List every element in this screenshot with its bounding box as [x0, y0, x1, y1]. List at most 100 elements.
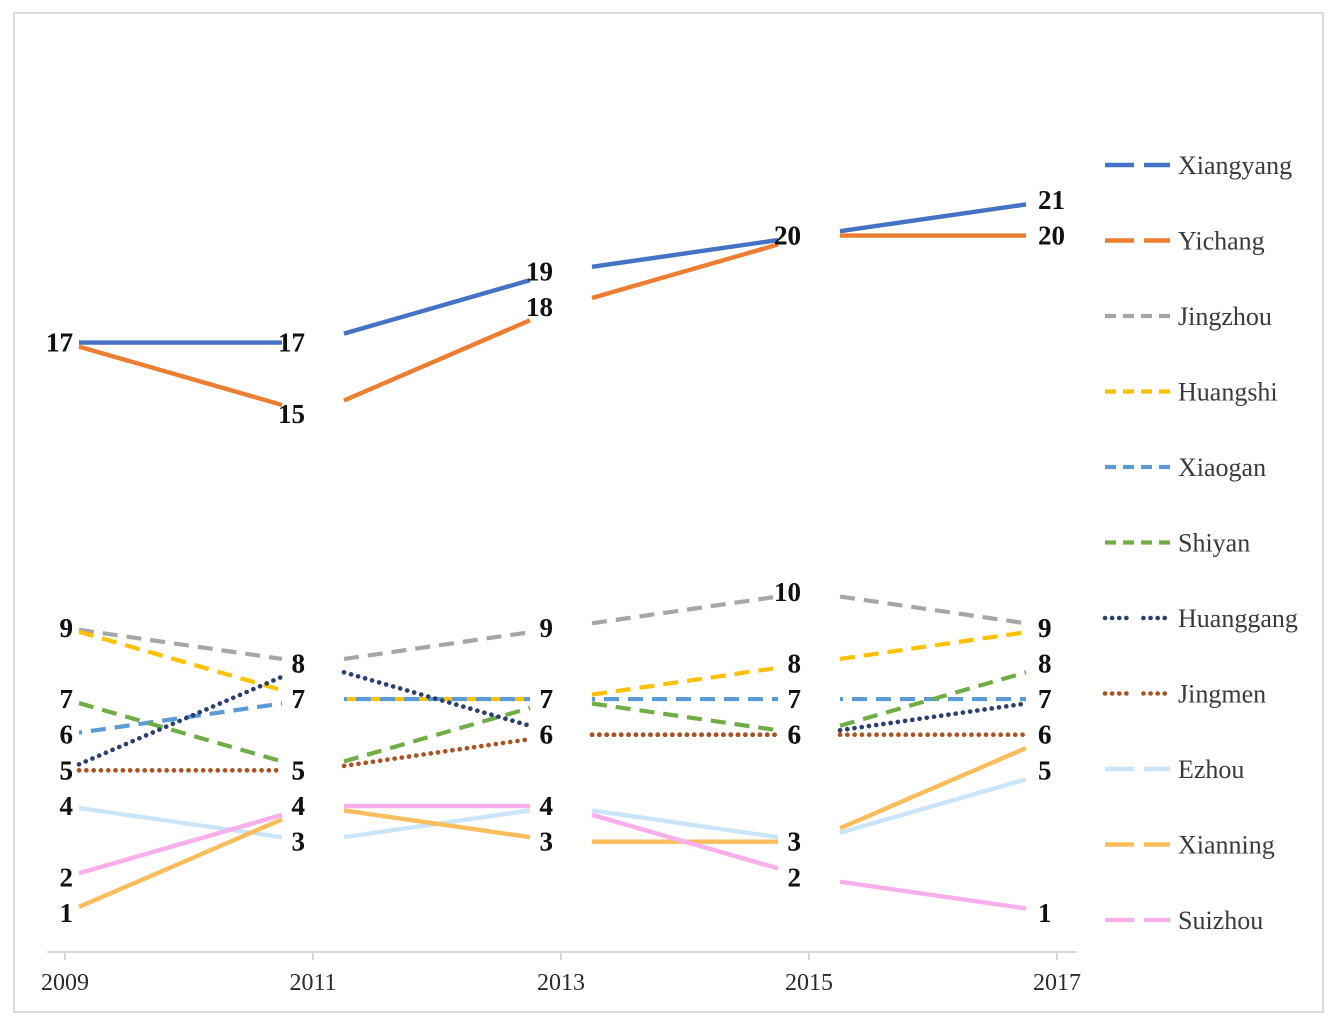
legend-label-xianning: Xianning — [1178, 831, 1275, 860]
legend-label-shiyan: Shiyan — [1178, 529, 1250, 558]
data-label: 4 — [292, 791, 306, 821]
x-tick-label-2015: 2015 — [785, 970, 833, 996]
legend-item-suizhou: Suizhou — [1105, 906, 1263, 935]
data-label: 5 — [292, 755, 306, 785]
data-label: 17 — [46, 328, 73, 358]
series-segment — [343, 808, 531, 840]
series-segment — [839, 777, 1027, 835]
data-label: 4 — [60, 791, 74, 821]
data-label: 4 — [540, 791, 554, 821]
data-label: 5 — [60, 755, 74, 785]
x-tick-label-2017: 2017 — [1033, 970, 1081, 996]
series-jingmen — [76, 732, 1029, 773]
series-segment — [343, 705, 531, 764]
series-shiyan — [78, 670, 1027, 764]
data-labels-suizhou: 2 4 4 2 1 — [60, 791, 1052, 928]
data-label: 1 — [1038, 898, 1052, 928]
data-labels-xiangyang: 17 17 19 20 21 — [46, 185, 1065, 358]
data-labels-huanggang: 5 8 6 6 7 — [60, 648, 1052, 785]
series-segment — [839, 630, 1027, 662]
data-label: 20 — [774, 221, 801, 251]
data-label: 7 — [292, 684, 306, 714]
data-label: 1 — [60, 898, 74, 928]
series-yichang — [78, 233, 1026, 408]
data-label: 6 — [60, 720, 74, 750]
data-label: 3 — [292, 827, 306, 857]
series-segment — [591, 237, 779, 269]
data-label: 9 — [60, 613, 74, 643]
legend-label-jingmen: Jingmen — [1178, 680, 1266, 709]
data-label: 2 — [788, 862, 802, 892]
data-label: 9 — [1038, 613, 1052, 643]
data-label: 21 — [1038, 185, 1065, 215]
data-label: 9 — [60, 613, 74, 643]
data-label: 6 — [788, 720, 802, 750]
data-label: 7 — [1038, 684, 1052, 714]
data-label: 2 — [60, 862, 74, 892]
data-label: 7 — [60, 684, 74, 714]
data-label: 9 — [540, 613, 554, 643]
legend-item-huangshi: Huangshi — [1105, 378, 1278, 407]
data-label: 7 — [292, 684, 306, 714]
data-label: 20 — [774, 221, 801, 251]
legend-item-jingmen: Jingmen — [1102, 680, 1266, 709]
series-segment — [78, 629, 283, 693]
data-label: 15 — [278, 399, 305, 429]
x-axis: 2009 2011 2013 2015 2017 — [41, 951, 1081, 996]
data-label: 7 — [540, 684, 554, 714]
series-suizhou — [78, 803, 1027, 911]
legend-label-xiaogan: Xiaogan — [1178, 453, 1266, 482]
series-segment — [343, 630, 531, 662]
legend-item-xiangyang: Xiangyang — [1105, 151, 1292, 180]
legend-item-xianning: Xianning — [1105, 831, 1275, 860]
legend-item-shiyan: Shiyan — [1105, 529, 1250, 558]
series-segment — [343, 318, 531, 403]
legend-label-suizhou: Suizhou — [1178, 906, 1263, 935]
data-label: 7 — [540, 684, 554, 714]
data-label: 8 — [292, 648, 306, 678]
series-segment — [78, 701, 283, 735]
series-segment — [341, 670, 533, 729]
data-label: 4 — [292, 791, 306, 821]
data-label: 3 — [788, 827, 802, 857]
series-segment — [78, 812, 283, 876]
data-label: 6 — [1038, 720, 1052, 750]
series-segment — [78, 627, 283, 662]
legend-label-huangshi: Huangshi — [1178, 378, 1278, 407]
data-label: 8 — [1038, 648, 1052, 678]
series-segment — [839, 670, 1027, 728]
legend-item-ezhou: Ezhou — [1105, 755, 1244, 784]
legend-label-huanggang: Huanggang — [1178, 604, 1298, 633]
data-labels-ezhou: 4 3 4 3 5 — [60, 755, 1052, 856]
data-labels-huangshi: 9 7 7 8 9 — [60, 613, 1052, 714]
data-label: 7 — [788, 684, 802, 714]
data-label: 5 — [60, 755, 74, 785]
data-label: 4 — [540, 791, 554, 821]
series-segment — [76, 674, 285, 767]
series-segment — [839, 746, 1027, 831]
legend-item-xiaogan: Xiaogan — [1105, 453, 1266, 482]
data-label: 8 — [788, 648, 802, 678]
legend: Xiangyang Yichang Jingzhou Huangshi Xiaogan S… — [1102, 151, 1298, 935]
data-label: 5 — [1038, 755, 1052, 785]
data-label: 5 — [292, 755, 306, 785]
series-segment — [343, 278, 531, 336]
series-segment — [839, 202, 1027, 234]
data-label: 10 — [774, 577, 801, 607]
legend-label-ezhou: Ezhou — [1178, 755, 1244, 784]
data-label: 7 — [540, 684, 554, 714]
series-segment — [839, 594, 1027, 626]
series-segment — [78, 701, 283, 764]
data-labels-shiyan: 7 5 7 6 8 — [60, 648, 1052, 785]
series-segment — [78, 817, 283, 909]
data-label: 6 — [1038, 720, 1052, 750]
data-labels-jingmen: 5 5 6 6 6 — [60, 720, 1052, 786]
series-segment — [837, 701, 1029, 733]
data-labels-xiaogan: 6 7 7 7 7 — [60, 684, 1052, 750]
data-label: 8 — [292, 648, 306, 678]
series-segment — [839, 879, 1027, 911]
data-label: 6 — [788, 720, 802, 750]
legend-label-xiangyang: Xiangyang — [1178, 151, 1292, 180]
data-label: 9 — [1038, 613, 1052, 643]
